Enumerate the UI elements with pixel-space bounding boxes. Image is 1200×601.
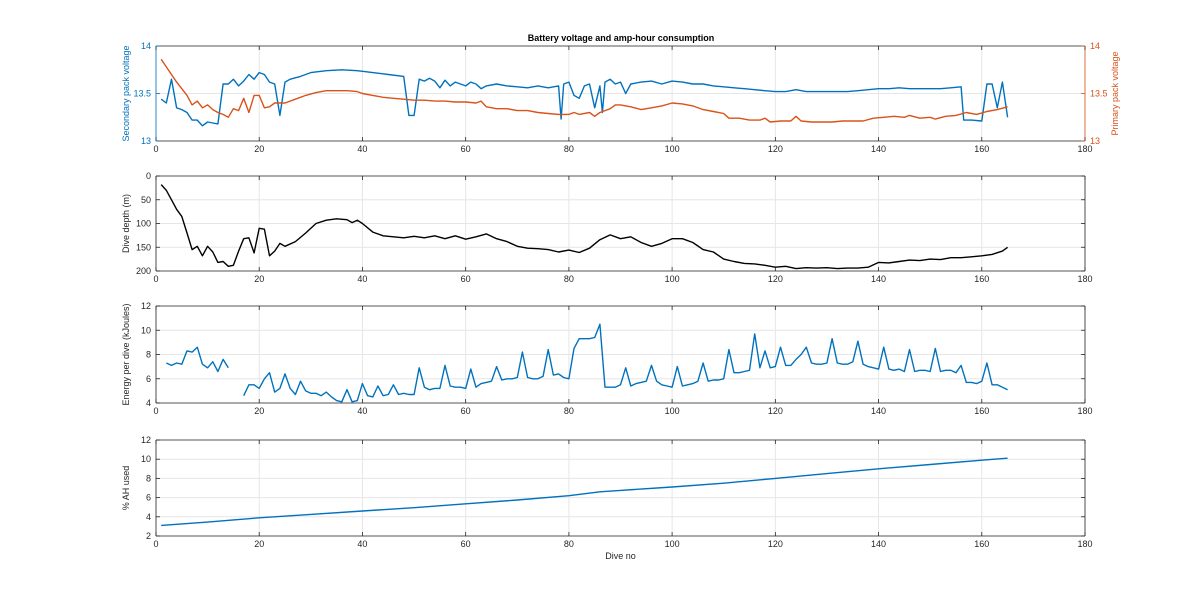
series-line-energy-0-1 [243,323,1008,403]
y-axis-label: Dive depth (m) [121,194,131,253]
y-tick-label-right: 13.5 [1090,89,1108,99]
x-tick-label: 180 [1077,274,1092,284]
x-tick-label: 80 [564,144,574,154]
y-tick-label: 8 [146,473,151,483]
y-tick-label: 150 [136,242,151,252]
y-tick-label: 10 [141,325,151,335]
x-tick-label: 60 [461,406,471,416]
x-tick-label: 60 [461,274,471,284]
series-line-ah-0-0 [161,457,1008,527]
x-tick-label: 80 [564,539,574,549]
y-tick-label: 2 [146,531,151,541]
y-axis-label: % AH used [121,466,131,511]
y-tick-label: 8 [146,350,151,360]
x-tick-label: 180 [1077,539,1092,549]
y-tick-label: 6 [146,493,151,503]
y-axis-label: Energy per dive (kJoules) [121,303,131,405]
series-line-voltage-0-0 [160,69,1009,127]
x-tick-label: 40 [357,406,367,416]
y-tick-label: 4 [146,398,151,408]
x-tick-label: 120 [768,144,783,154]
x-tick-label: 120 [768,274,783,284]
y-tick-label: 14 [141,41,151,51]
x-tick-label: 60 [461,539,471,549]
y-tick-label-right: 13 [1090,136,1100,146]
x-tick-label: 100 [665,274,680,284]
x-tick-label: 60 [461,144,471,154]
chart-panel-voltage: 0 20 40 60 80 100 120 140 160 1801313.5141313.514… [121,41,1120,154]
x-tick-label: 160 [974,144,989,154]
x-tick-label: 80 [564,406,574,416]
x-tick-label: 20 [254,144,264,154]
y-axis-label: Secondary pack voltage [121,45,131,141]
x-tick-label: 180 [1077,406,1092,416]
x-axis-label: Dive no [605,551,636,561]
y-tick-label: 6 [146,374,151,384]
x-tick-label: 0 [153,144,158,154]
x-tick-label: 180 [1077,144,1092,154]
y-tick-label: 0 [146,171,151,181]
x-tick-label: 40 [357,539,367,549]
y-tick-label: 10 [141,454,151,464]
x-tick-label: 120 [768,406,783,416]
x-tick-label: 20 [254,274,264,284]
series-line-energy-0-0 [166,346,229,373]
x-tick-label: 140 [871,144,886,154]
x-tick-label: 0 [153,406,158,416]
x-tick-label: 0 [153,274,158,284]
x-tick-label: 80 [564,274,574,284]
series-line-depth-0-0 [160,184,1009,270]
y-tick-label: 13 [141,136,151,146]
x-tick-label: 40 [357,274,367,284]
y-axis-label-right: Primary pack voltage [1110,51,1120,135]
x-tick-label: 0 [153,539,158,549]
y-tick-label: 13.5 [133,89,151,99]
chart-panel-energy: 0 20 40 60 80 100 120 140 160 180 4 6 8 10 12 Energy pe… [121,301,1093,416]
series-line-voltage-1-0 [160,58,1008,123]
x-tick-label: 100 [665,406,680,416]
y-tick-label-right: 14 [1090,41,1100,51]
x-tick-label: 140 [871,274,886,284]
figure-title: Battery voltage and amp-hour consumption [528,33,715,43]
x-tick-label: 140 [871,406,886,416]
x-tick-label: 160 [974,274,989,284]
y-tick-label: 12 [141,301,151,311]
x-tick-label: 20 [254,539,264,549]
x-tick-label: 100 [665,539,680,549]
x-tick-label: 160 [974,406,989,416]
x-tick-label: 20 [254,406,264,416]
chart-panel-depth: 0 20 40 60 80 100 120 140 160 180 0 50 100 150 200 Dive… [121,171,1093,284]
y-tick-label: 100 [136,219,151,229]
x-tick-label: 100 [665,144,680,154]
y-tick-label: 50 [141,195,151,205]
x-tick-label: 120 [768,539,783,549]
x-tick-label: 140 [871,539,886,549]
x-tick-label: 160 [974,539,989,549]
chart-panel-ah: 0 20 40 60 80 100 120 140 160 180 2 4 6 8 10 12 % AH use… [121,435,1093,561]
y-tick-label: 12 [141,435,151,445]
y-tick-label: 4 [146,512,151,522]
x-tick-label: 40 [357,144,367,154]
y-tick-label: 200 [136,266,151,276]
